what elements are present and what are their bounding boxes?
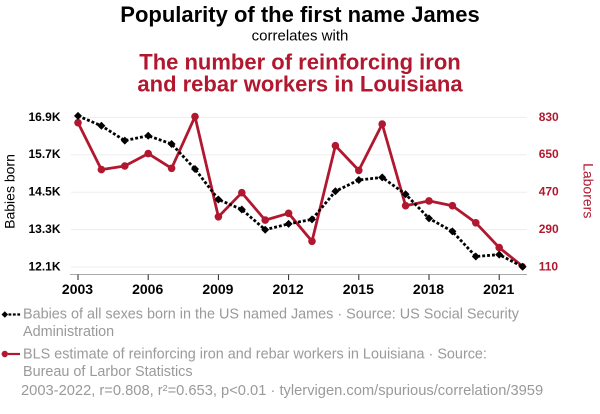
svg-text:Administration: Administration <box>23 324 114 340</box>
svg-text:15.7K: 15.7K <box>28 147 60 161</box>
svg-text:14.5K: 14.5K <box>28 185 60 199</box>
svg-text:Babies of all sexes born in th: Babies of all sexes born in the US named… <box>23 307 520 323</box>
svg-text:290: 290 <box>539 222 559 236</box>
svg-text:830: 830 <box>539 110 559 124</box>
svg-text:2009: 2009 <box>202 281 233 297</box>
svg-text:BLS estimate of reinforcing ir: BLS estimate of reinforcing iron and reb… <box>23 347 487 363</box>
svg-text:The number of reinforcing iron: The number of reinforcing iron <box>139 49 460 74</box>
svg-text:2003-2022, r=0.808, r²=0.653,: 2003-2022, r=0.808, r²=0.653, p<0.01 · t… <box>21 383 543 399</box>
svg-text:2006: 2006 <box>132 281 163 297</box>
svg-text:Bureau of Larbor Statistics: Bureau of Larbor Statistics <box>23 364 193 380</box>
svg-text:2003: 2003 <box>62 281 93 297</box>
svg-text:470: 470 <box>539 185 559 199</box>
svg-text:2015: 2015 <box>343 281 374 297</box>
svg-text:16.9K: 16.9K <box>28 110 60 124</box>
svg-text:Babies born: Babies born <box>2 154 18 229</box>
svg-text:2021: 2021 <box>483 281 514 297</box>
svg-text:2012: 2012 <box>273 281 304 297</box>
svg-text:correlates with: correlates with <box>252 27 349 44</box>
svg-text:650: 650 <box>539 147 559 161</box>
svg-text:and rebar workers in Louisiana: and rebar workers in Louisiana <box>137 72 463 97</box>
svg-text:110: 110 <box>539 259 559 273</box>
svg-text:Popularity of the first name J: Popularity of the first name James <box>120 2 479 27</box>
svg-text:2018: 2018 <box>413 281 444 297</box>
svg-text:Laborers: Laborers <box>581 163 597 218</box>
svg-text:13.3K: 13.3K <box>28 222 60 236</box>
svg-text:12.1K: 12.1K <box>28 259 60 273</box>
